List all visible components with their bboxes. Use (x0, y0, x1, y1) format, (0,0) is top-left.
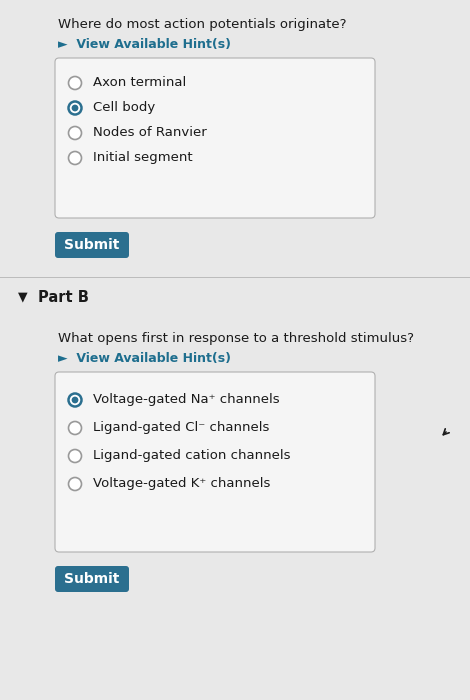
Circle shape (69, 76, 81, 90)
Circle shape (69, 477, 81, 491)
Text: Ligand-gated Cl⁻ channels: Ligand-gated Cl⁻ channels (93, 421, 269, 435)
Circle shape (69, 393, 81, 407)
Text: Submit: Submit (64, 572, 120, 586)
Circle shape (71, 104, 78, 111)
Text: Ligand-gated cation channels: Ligand-gated cation channels (93, 449, 290, 463)
Circle shape (69, 151, 81, 164)
Text: Cell body: Cell body (93, 102, 155, 115)
Circle shape (71, 397, 78, 403)
Text: Nodes of Ranvier: Nodes of Ranvier (93, 127, 207, 139)
Text: ►  View Available Hint(s): ► View Available Hint(s) (58, 352, 231, 365)
Text: Submit: Submit (64, 238, 120, 252)
Circle shape (69, 102, 81, 115)
Text: ▼: ▼ (18, 290, 28, 303)
Text: ►  View Available Hint(s): ► View Available Hint(s) (58, 38, 231, 51)
Circle shape (69, 421, 81, 435)
Text: What opens first in response to a threshold stimulus?: What opens first in response to a thresh… (58, 332, 414, 345)
FancyBboxPatch shape (55, 58, 375, 218)
Text: Voltage-gated Na⁺ channels: Voltage-gated Na⁺ channels (93, 393, 280, 407)
FancyBboxPatch shape (55, 232, 129, 258)
Text: Part B: Part B (38, 290, 89, 305)
FancyBboxPatch shape (55, 566, 129, 592)
Circle shape (69, 449, 81, 463)
Text: Voltage-gated K⁺ channels: Voltage-gated K⁺ channels (93, 477, 270, 491)
Text: Where do most action potentials originate?: Where do most action potentials originat… (58, 18, 346, 31)
Circle shape (69, 127, 81, 139)
Text: Initial segment: Initial segment (93, 151, 193, 164)
Text: Axon terminal: Axon terminal (93, 76, 186, 90)
FancyBboxPatch shape (55, 372, 375, 552)
